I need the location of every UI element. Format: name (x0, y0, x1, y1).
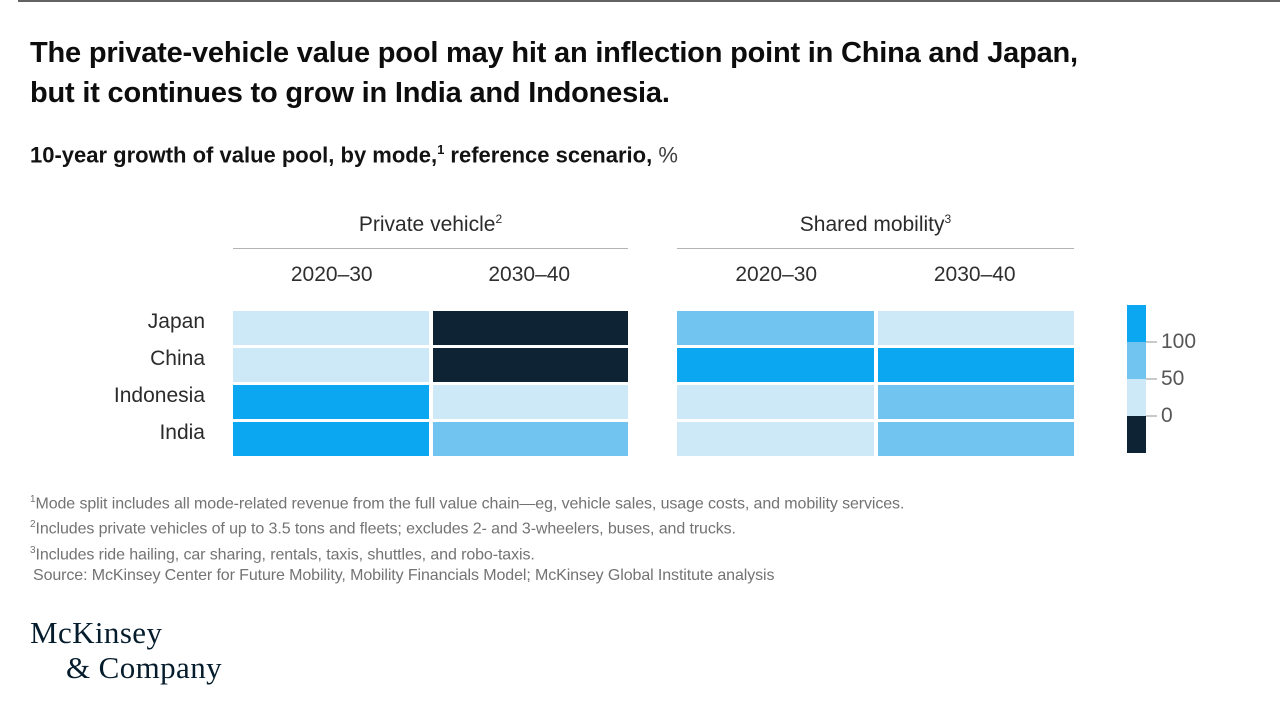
heatmap-grid-private (233, 311, 628, 456)
footnote: 2Includes private vehicles of up to 3.5 … (30, 514, 1150, 539)
column-headers-shared: 2020–30 2030–40 (677, 262, 1074, 288)
group-title-private-text: Private vehicle (358, 213, 496, 236)
legend-tick-100: 100 (1146, 330, 1196, 354)
legend-tick-label: 100 (1161, 330, 1197, 353)
group-shared-mobility: Shared mobility3 2020–30 2030–40 (677, 206, 1074, 456)
group-title-shared-text: Shared mobility (799, 213, 945, 236)
row-label-china: China (150, 347, 205, 370)
row-label-india: India (159, 421, 205, 444)
mckinsey-logo: McKinsey & Company (30, 615, 222, 685)
heatmap-cell-china-2030–40 (432, 348, 628, 382)
legend-tick-0: 0 (1146, 404, 1173, 428)
page-title: The private-vehicle value pool may hit a… (30, 33, 1270, 113)
heatmap-cell-indonesia-2020–30 (233, 385, 429, 419)
footnote-sup: 2 (30, 519, 36, 531)
legend-segment-above-100 (1127, 305, 1146, 342)
row-labels: Japan China Indonesia India (0, 305, 205, 453)
group-rule-shared (677, 248, 1074, 249)
chart-subtitle: 10-year growth of value pool, by mode,1 … (30, 142, 678, 168)
legend-segment-50-to-100 (1127, 342, 1146, 379)
footnote-text: Includes private vehicles of up to 3.5 t… (35, 520, 736, 538)
chart-subtitle-footnote-ref: 1 (437, 142, 445, 157)
chart-subtitle-text2: reference scenario, (444, 142, 659, 168)
footnote: 3Includes ride hailing, car sharing, ren… (30, 540, 1150, 565)
chart-subtitle-text: 10-year growth of value pool, by mode, (30, 142, 438, 168)
heatmap-cell-japan-2030–40 (877, 311, 1074, 345)
logo-line2: & Company (66, 650, 223, 685)
legend-tick-50: 50 (1146, 367, 1184, 391)
footnote-text: Includes ride hailing, car sharing, rent… (35, 545, 535, 563)
row-label-japan: Japan (147, 310, 205, 333)
footnotes: 1Mode split includes all mode-related re… (30, 489, 1150, 586)
heatmap-cell-china-2030–40 (877, 348, 1074, 382)
color-legend: 100 50 0 (1127, 305, 1222, 460)
footnote-lines: 1Mode split includes all mode-related re… (30, 489, 1150, 565)
heatmap-cell-china-2020–30 (233, 348, 429, 382)
chart-subtitle-unit: % (658, 142, 678, 168)
column-header: 2030–40 (488, 263, 571, 286)
top-border-line (18, 0, 1280, 2)
footnote-sup: 3 (30, 544, 36, 556)
footnote-sup: 1 (30, 494, 36, 505)
row-label-indonesia: Indonesia (113, 384, 205, 407)
column-header: 2030–40 (933, 263, 1016, 286)
group-private-vehicle: Private vehicle2 2020–30 2030–40 (233, 206, 628, 456)
legend-tick-mark (1146, 378, 1157, 380)
footnote: 1Mode split includes all mode-related re… (30, 489, 1150, 514)
logo-line1: McKinsey (30, 615, 163, 650)
heatmap-cell-india-2020–30 (233, 422, 429, 456)
column-headers-private: 2020–30 2030–40 (233, 262, 628, 288)
group-title-private-footnote-ref: 2 (495, 212, 503, 226)
source-line: Source: McKinsey Center for Future Mobil… (33, 566, 775, 584)
page-title-line2: but it continues to grow in India and In… (30, 77, 670, 110)
heatmap-cell-japan-2030–40 (432, 311, 628, 345)
group-title-private: Private vehicle2 (233, 206, 628, 238)
legend-segment-0-to-50 (1127, 379, 1146, 416)
heatmap-cell-japan-2020–30 (677, 311, 874, 345)
column-header: 2020–30 (290, 263, 373, 286)
legend-tick-mark (1146, 341, 1157, 343)
heatmap-cell-indonesia-2020–30 (677, 385, 874, 419)
heatmap-cell-india-2030–40 (877, 422, 1074, 456)
legend-tick-label: 0 (1161, 404, 1173, 427)
legend-tick-mark (1146, 415, 1157, 417)
heatmap-cell-indonesia-2030–40 (877, 385, 1074, 419)
group-title-shared: Shared mobility3 (677, 206, 1074, 238)
legend-color-bar (1127, 305, 1146, 453)
legend-segment-below-0 (1127, 416, 1146, 453)
heatmap-grid-shared (677, 311, 1074, 456)
column-header: 2020–30 (735, 263, 818, 286)
page-title-line1: The private-vehicle value pool may hit a… (30, 37, 1078, 70)
heatmap-cell-india-2030–40 (432, 422, 628, 456)
footnote-text: Mode split includes all mode-related rev… (35, 495, 905, 513)
heatmap-cell-india-2020–30 (677, 422, 874, 456)
legend-tick-label: 50 (1161, 367, 1185, 390)
group-title-shared-footnote-ref: 3 (944, 212, 952, 226)
group-rule-private (233, 248, 628, 249)
heatmap-cell-china-2020–30 (677, 348, 874, 382)
heatmap-cell-indonesia-2030–40 (432, 385, 628, 419)
heatmap-cell-japan-2020–30 (233, 311, 429, 345)
